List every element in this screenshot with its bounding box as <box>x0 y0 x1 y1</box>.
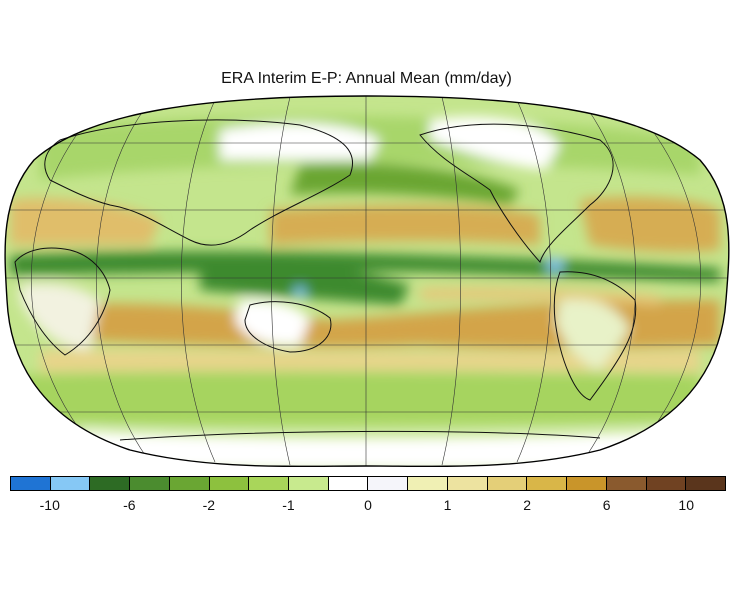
colorbar-segment <box>90 477 131 490</box>
colorbar-segment <box>567 477 607 490</box>
southern-moist-band <box>20 371 700 424</box>
colorbar-tick-label: -1 <box>282 497 295 513</box>
colorbar-segment <box>289 477 329 490</box>
colorbar-segment <box>447 477 488 490</box>
colorbar-segment <box>328 477 369 490</box>
meridian <box>270 96 291 466</box>
north-pacific-band <box>290 163 520 205</box>
north-atlantic-dry <box>580 197 720 253</box>
eurasia-coast <box>44 119 353 246</box>
globe-outline <box>4 95 730 468</box>
antarctica-coast <box>119 430 601 441</box>
colorbar-tick-label: -6 <box>123 497 136 513</box>
colorbar-segment <box>368 477 409 490</box>
colorbar-tick-label: 10 <box>678 497 695 513</box>
meridian <box>586 107 637 456</box>
meridian <box>95 107 146 456</box>
spcz-band <box>200 261 410 305</box>
colorbar-tick-label: 1 <box>443 497 452 513</box>
south-america-neutral <box>555 298 630 370</box>
meridian <box>651 129 701 431</box>
north-america-coast <box>419 123 614 263</box>
wet-spot-central-america <box>547 257 563 273</box>
colorbar-tick-label: -2 <box>202 497 216 513</box>
africa-coast <box>14 247 111 356</box>
colorbar-segment <box>50 477 91 490</box>
colorbar-segment <box>606 477 647 490</box>
colorbar-tick-label: 2 <box>523 497 532 513</box>
colorbar-segment <box>209 477 250 490</box>
colorbar-segment <box>646 477 687 490</box>
australia-coast <box>244 301 332 353</box>
wet-spot-new-guinea <box>294 286 306 298</box>
colorbar-segment <box>686 477 725 490</box>
siberia-neutral <box>220 123 380 160</box>
colorbar-tick-labels: -10 -6 -2 -1 0 1 2 6 10 <box>10 497 726 517</box>
north-america-neutral <box>430 116 560 170</box>
colorbar-segment <box>487 477 528 490</box>
colorbar-segment <box>169 477 210 490</box>
colorbar-segment <box>249 477 290 490</box>
graticule <box>5 96 729 466</box>
southern-dry-light <box>40 350 700 372</box>
south-america-coast <box>553 271 637 401</box>
meridian <box>441 96 462 466</box>
africa-south-neutral <box>20 283 100 350</box>
colorbar-tick-label: 0 <box>364 497 372 513</box>
coastlines <box>14 119 637 441</box>
antarctica-field <box>80 430 680 467</box>
colorbar-segment <box>408 477 448 490</box>
colorbar <box>10 476 726 491</box>
south-subtropical-dry <box>60 300 720 349</box>
australia-neutral <box>235 299 310 346</box>
north-pacific-dry <box>270 205 540 245</box>
colorbar-segment <box>527 477 568 490</box>
colorbar-tick-label: 6 <box>602 497 611 513</box>
field-layer <box>5 96 729 467</box>
colorbar-segment <box>130 477 170 490</box>
chart-title: ERA Interim E-P: Annual Mean (mm/day) <box>221 70 512 87</box>
pacific-eq-light <box>420 287 660 305</box>
meridian <box>31 129 81 431</box>
colorbar-segment <box>11 477 51 490</box>
itcz-band <box>10 251 720 282</box>
meridian <box>516 99 552 463</box>
meridian <box>180 99 216 463</box>
colorbar-tick-label: -10 <box>39 497 60 513</box>
